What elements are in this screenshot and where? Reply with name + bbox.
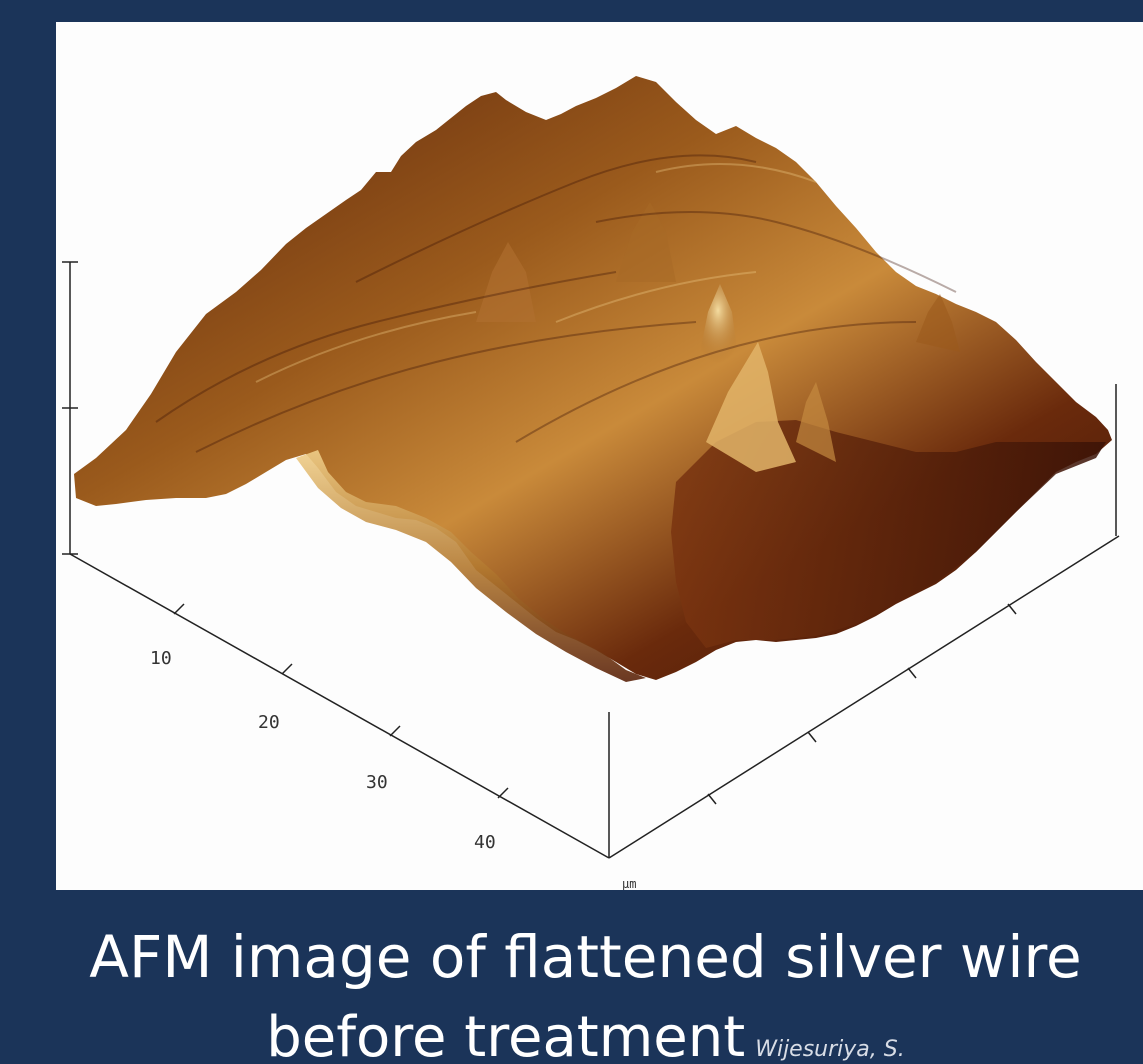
x-tick-label-10: 10 — [150, 648, 172, 669]
surface-right-valley — [671, 420, 1106, 648]
surface-peak-1 — [696, 284, 740, 372]
surface-peak-5 — [616, 202, 676, 282]
surface-peak-2 — [706, 342, 796, 472]
x-tick-label-20: 20 — [258, 712, 280, 733]
x-tick-label-30: 30 — [366, 772, 388, 793]
caption-subtitle-text: before treatment — [266, 1005, 746, 1064]
afm-3d-surface: 10 20 30 40 µm — [62, 76, 1120, 890]
caption-title: AFM image of flattened silver wire — [89, 923, 1082, 991]
surface-peak-3 — [796, 382, 836, 462]
surface-peak-6 — [916, 294, 960, 352]
afm-image: 10 20 30 40 µm — [56, 22, 1143, 890]
surface-peak-4 — [476, 242, 536, 322]
slide-frame — [0, 0, 56, 975]
surface-front-ridge — [296, 450, 646, 682]
caption-box: AFM image of flattened silver wire befor… — [28, 914, 1143, 1064]
x-axis-ticks — [173, 603, 509, 799]
surface-texture — [155, 154, 957, 453]
caption-subtitle: before treatment Wijesuriya, S. — [28, 998, 1143, 1064]
x-tick-label-40: 40 — [474, 832, 496, 853]
caption-credit: Wijesuriya, S. — [755, 1037, 905, 1062]
unit-label: µm — [622, 877, 636, 890]
